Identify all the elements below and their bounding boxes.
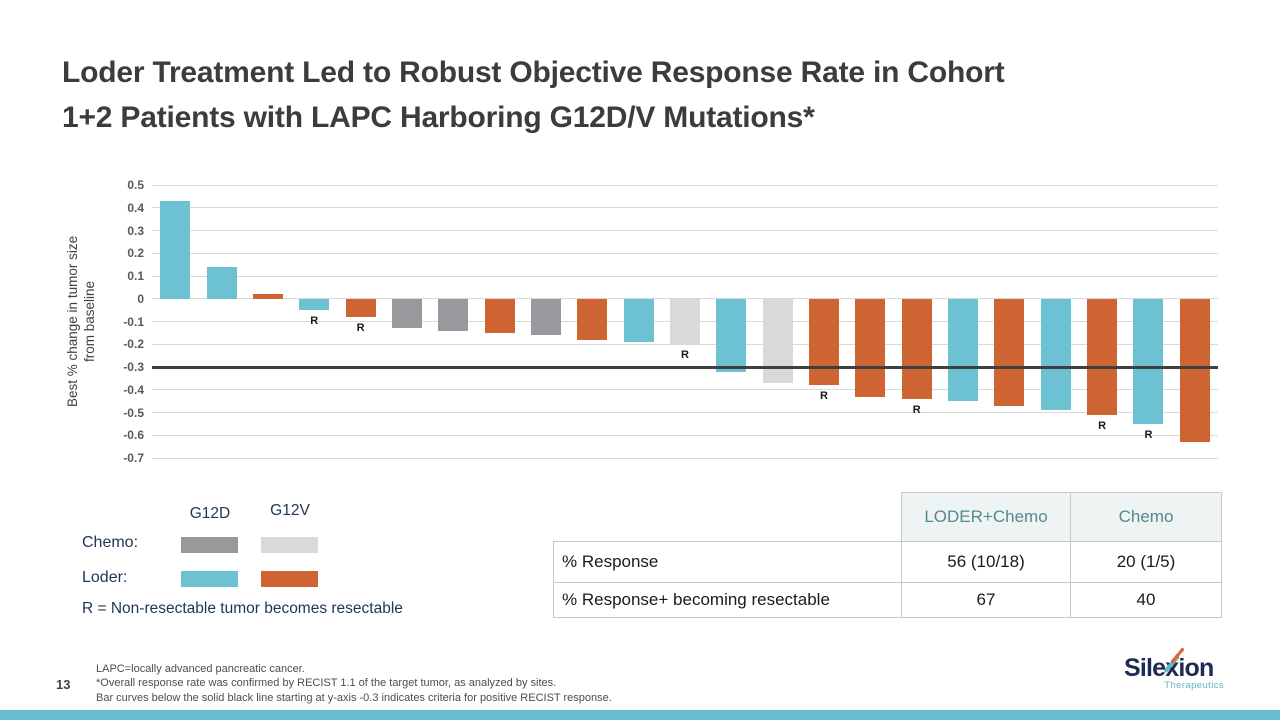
chart-bar-loder-g12d xyxy=(623,298,654,342)
chart-bar-loder-g12d xyxy=(206,266,237,299)
gridline xyxy=(152,275,1218,277)
chart-bar-loder-g12d xyxy=(1133,298,1164,424)
bottom-accent-bar xyxy=(0,710,1280,720)
table-header-chemo: Chemo xyxy=(1070,492,1222,542)
resectable-marker: R xyxy=(681,349,689,362)
chart-bar-loder-g12d xyxy=(716,298,747,372)
chart-bar-loder-g12d xyxy=(299,298,330,311)
chart-bar-loder-g12d xyxy=(1040,298,1071,411)
legend-row-label-chemo: Chemo: xyxy=(82,534,139,551)
y-axis-tick: 0.3 xyxy=(127,223,144,238)
legend-note-resectable: R = Non-resectable tumor becomes resecta… xyxy=(82,600,403,617)
slide-title-line2: 1+2 Patients with LAPC Harboring G12D/V … xyxy=(62,101,815,134)
y-axis-tick: 0.1 xyxy=(127,269,144,283)
chart-bar-chemo-g12v xyxy=(670,298,700,345)
logo-wordmark: Silex ion xyxy=(1124,647,1224,683)
table-header-loder-chemo: LODER+Chemo xyxy=(901,492,1071,542)
legend-swatch-loder-g12d xyxy=(181,571,238,587)
gridline xyxy=(152,207,1218,209)
chart-bar-loder-g12v xyxy=(809,298,840,386)
slide-title-line1: Loder Treatment Led to Robust Objective … xyxy=(62,56,1005,89)
resectable-marker: R xyxy=(912,403,921,416)
gridline xyxy=(152,389,1218,391)
resectable-marker: R xyxy=(1144,428,1153,441)
chart-bar-loder-g12v xyxy=(252,294,283,299)
table-cell: 56 (10/18) xyxy=(901,541,1071,583)
y-axis-tick: -0.6 xyxy=(123,428,144,443)
chart-bar-chemo-g12d xyxy=(438,298,469,331)
gridline xyxy=(152,412,1218,413)
gridline xyxy=(152,184,1218,186)
chart-bar-chemo-g12v xyxy=(762,298,793,383)
recist-threshold-line xyxy=(152,365,1218,369)
chart-bar-loder-g12v xyxy=(1087,298,1118,415)
y-axis-tick: -0.1 xyxy=(123,314,144,329)
y-axis-tick: 0.5 xyxy=(127,178,144,192)
chart-bar-loder-g12v xyxy=(345,298,376,317)
logo-stylized-x: x xyxy=(1163,647,1185,683)
resectable-marker: R xyxy=(356,321,365,334)
chart-bar-loder-g12d xyxy=(948,298,979,402)
silexion-logo: Silex ion Therapeutics xyxy=(1124,647,1224,691)
table-row: % Response 56 (10/18) 20 (1/5) xyxy=(553,541,1222,583)
y-axis-label: Best % change in tumor size from baselin… xyxy=(65,235,97,408)
footnote-line: Bar curves below the solid black line st… xyxy=(96,691,612,704)
resectable-marker: R xyxy=(820,390,828,403)
chart-bar-loder-g12v xyxy=(1179,298,1210,443)
y-axis-tick: -0.5 xyxy=(123,405,144,420)
gridline xyxy=(152,230,1218,231)
gridline xyxy=(152,434,1218,436)
legend-header-g12d: G12D xyxy=(189,505,231,522)
legend-row-label-loder: Loder: xyxy=(82,569,128,586)
response-table: LODER+Chemo Chemo % Response 56 (10/18) … xyxy=(553,492,1222,618)
logo-text-after-x: ion xyxy=(1178,654,1214,682)
logo-text-before-x: Sile xyxy=(1124,654,1166,682)
table-row-label: % Response+ becoming resectable xyxy=(553,582,902,618)
waterfall-plot-area: R R R R R R R xyxy=(152,184,1218,459)
table-cell: 67 xyxy=(901,582,1071,618)
table-header-row: LODER+Chemo Chemo xyxy=(553,492,1222,542)
table-corner-cell xyxy=(553,492,902,542)
chart-bar-loder-g12v xyxy=(994,298,1025,406)
chart-bar-loder-g12v xyxy=(577,298,608,340)
table-row-label: % Response xyxy=(553,541,902,583)
gridline xyxy=(152,252,1218,254)
legend-swatch-chemo-g12d xyxy=(181,537,238,553)
y-axis-tick: 0.4 xyxy=(127,200,144,215)
y-axis-tick: 0.2 xyxy=(127,246,144,261)
logo-subtitle: Therapeutics xyxy=(1164,680,1224,691)
y-axis-tick: 0 xyxy=(137,291,144,306)
chart-bar-loder-g12v xyxy=(855,298,886,397)
chart-bar-loder-g12v xyxy=(901,298,932,399)
y-axis-tick: -0.3 xyxy=(123,360,144,374)
table-cell: 40 xyxy=(1070,582,1222,618)
footnote-line: LAPC=locally advanced pancreatic cancer. xyxy=(96,663,305,675)
resectable-marker: R xyxy=(310,315,319,328)
legend-header-g12v: G12V xyxy=(270,502,310,519)
page-number: 13 xyxy=(56,677,71,692)
chart-bar-loder-g12d xyxy=(160,200,191,299)
chart-bar-loder-g12v xyxy=(484,298,515,333)
legend-swatch-loder-g12v xyxy=(261,571,318,587)
resectable-marker: R xyxy=(1098,419,1107,432)
slide-title: Loder Treatment Led to Robust Objective … xyxy=(62,50,1202,140)
y-axis-tick: -0.4 xyxy=(123,382,144,397)
table-cell: 20 (1/5) xyxy=(1070,541,1222,583)
legend-swatch-chemo-g12v xyxy=(261,537,318,553)
chart-bar-chemo-g12d xyxy=(530,298,561,336)
gridline xyxy=(152,457,1218,459)
y-axis-tick: -0.7 xyxy=(123,451,144,465)
y-axis-ticks: 0.5 0.4 0.3 0.2 0.1 0 -0.1 -0.2 -0.3 -0.4 -0.5 -0.6… xyxy=(97,178,147,465)
y-axis-tick: -0.2 xyxy=(123,337,144,352)
table-row: % Response+ becoming resectable 67 40 xyxy=(553,582,1222,618)
gridline xyxy=(152,343,1218,345)
logo-orange-dashes-icon xyxy=(1170,641,1185,664)
footnotes: LAPC=locally advanced pancreatic cancer.… xyxy=(96,662,612,705)
footnote-line: *Overall response rate was confirmed by … xyxy=(96,677,557,690)
chart-bar-chemo-g12d xyxy=(391,298,422,329)
